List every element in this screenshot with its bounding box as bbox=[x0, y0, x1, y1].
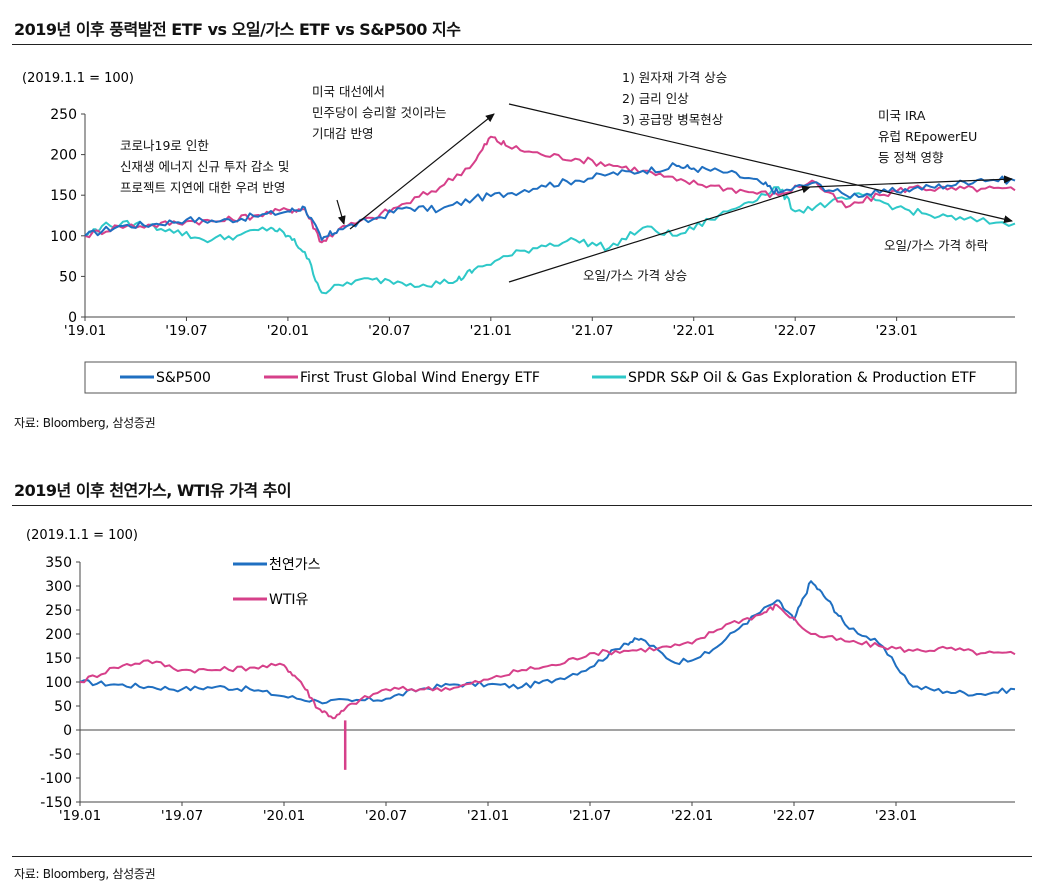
series-line-0 bbox=[84, 162, 1016, 241]
x-tick-label: '21.01 bbox=[467, 808, 509, 824]
x-tick-label: '20.01 bbox=[267, 323, 309, 339]
y-tick-label: 100 bbox=[50, 229, 77, 245]
y-tick-label: 250 bbox=[50, 107, 77, 123]
x-tick-label: '19.07 bbox=[165, 323, 207, 339]
chart1-annotation-policy-2: 유럽 REpowerEU bbox=[878, 129, 977, 144]
y-tick-label: 300 bbox=[45, 579, 72, 595]
chart2-bottom-rule bbox=[12, 856, 1032, 857]
chart2-series-group bbox=[79, 580, 1016, 770]
chart1-x-axis: '19.01 '19.07 '20.01 '20.07 '21.01 '21.07 '22.… bbox=[64, 316, 1015, 339]
chart1-arrow-covid bbox=[336, 199, 346, 225]
chart1-annotation-policy-3: 등 정책 영향 bbox=[878, 150, 944, 165]
x-tick-label: '19.01 bbox=[59, 808, 101, 824]
chart1-top-rule bbox=[12, 44, 1032, 45]
x-tick-label: '23.01 bbox=[875, 323, 917, 339]
x-tick-label: '22.01 bbox=[671, 808, 713, 824]
chart2-plot: (2019.1.1 = 100) -150 -100 -50 0 50 100 150 200… bbox=[26, 528, 1016, 824]
chart2-top-rule bbox=[12, 505, 1032, 506]
chart2-source: 자료: Bloomberg, 삼성증권 bbox=[14, 867, 156, 881]
chart2-title: 2019년 이후 천연가스, WTI유 가격 추이 bbox=[14, 481, 292, 500]
chart1-annotation-cost-1: 1) 원자재 가격 상승 bbox=[622, 70, 727, 85]
chart2-index-note: (2019.1.1 = 100) bbox=[26, 528, 138, 543]
x-tick-label: '22.07 bbox=[774, 323, 816, 339]
x-tick-label: '21.01 bbox=[470, 323, 512, 339]
y-tick-label: 100 bbox=[45, 675, 72, 691]
x-tick-label: '20.07 bbox=[368, 323, 410, 339]
y-tick-label: 350 bbox=[45, 555, 72, 571]
chart1-annotation-policy-1: 미국 IRA bbox=[878, 108, 926, 123]
y-tick-label: 0 bbox=[63, 723, 72, 739]
chart1-annotation-covid-3: 프로젝트 지연에 대한 우려 반영 bbox=[120, 180, 285, 195]
y-tick-label: -50 bbox=[49, 747, 72, 763]
y-tick-label: 150 bbox=[45, 651, 72, 667]
x-tick-label: '19.01 bbox=[64, 323, 106, 339]
chart1-legend: S&P500 First Trust Global Wind Energy ETF… bbox=[120, 370, 977, 386]
chart1-index-note: (2019.1.1 = 100) bbox=[22, 71, 134, 86]
x-tick-label: '23.01 bbox=[875, 808, 917, 824]
x-tick-label: '20.01 bbox=[263, 808, 305, 824]
series-line-0 bbox=[79, 580, 1016, 705]
chart1-annotation-cost-2: 2) 금리 인상 bbox=[622, 91, 689, 106]
chart1-annotation-oil-up: 오일/가스 가격 상승 bbox=[583, 268, 687, 283]
y-tick-label: 0 bbox=[68, 310, 77, 326]
chart1-annotation-cost-3: 3) 공급망 병목현상 bbox=[622, 112, 724, 127]
chart1-arrow-cost bbox=[508, 103, 1013, 224]
series-line-2 bbox=[84, 186, 1016, 295]
legend-label-0: 천연가스 bbox=[269, 557, 321, 573]
chart1-annotation-covid-2: 신재생 에너지 신규 투자 감소 및 bbox=[120, 159, 289, 174]
y-tick-label: 200 bbox=[50, 148, 77, 164]
x-tick-label: '19.07 bbox=[161, 808, 203, 824]
chart1-annotation-election-3: 기대감 반영 bbox=[312, 126, 373, 141]
chart1-legend-box bbox=[84, 361, 1017, 394]
y-tick-label: 200 bbox=[45, 627, 72, 643]
legend-label-0: S&P500 bbox=[156, 370, 211, 386]
chart1-annotation-oil-down: 오일/가스 가격 하락 bbox=[884, 238, 989, 253]
chart1-annotation-election-1: 미국 대선에서 bbox=[312, 84, 385, 99]
x-tick-label: '22.07 bbox=[773, 808, 815, 824]
chart1-series-group bbox=[84, 135, 1016, 295]
series-line-1 bbox=[79, 603, 1016, 720]
chart1-y-axis: 0 50 100 150 200 250 bbox=[50, 107, 86, 326]
y-tick-label: 50 bbox=[54, 699, 72, 715]
x-tick-label: '20.07 bbox=[365, 808, 407, 824]
x-tick-label: '21.07 bbox=[569, 808, 611, 824]
legend-label-1: WTI유 bbox=[269, 592, 309, 608]
chart1-source: 자료: Bloomberg, 삼성증권 bbox=[14, 416, 156, 430]
chart2-x-axis: '19.01 '19.07 '20.01 '20.07 '21.01 '21.07 '22.… bbox=[59, 801, 1015, 824]
legend-label-2: SPDR S&P Oil & Gas Exploration & Product… bbox=[628, 370, 977, 386]
chart2-legend: 천연가스 WTI유 bbox=[233, 557, 321, 608]
chart1-annotation-covid-1: 코로나19로 인한 bbox=[120, 138, 209, 153]
x-tick-label: '21.07 bbox=[571, 323, 613, 339]
y-tick-label: 250 bbox=[45, 603, 72, 619]
chart1-arrow-oil-up bbox=[508, 185, 811, 283]
chart1-arrow-policy bbox=[809, 175, 1013, 188]
chart1-title: 2019년 이후 풍력발전 ETF vs 오일/가스 ETF vs S&P500… bbox=[14, 20, 461, 39]
y-tick-label: 50 bbox=[59, 269, 77, 285]
chart2-y-axis: -150 -100 -50 0 50 100 150 200 250 300 350 bbox=[40, 555, 1015, 811]
x-tick-label: '22.01 bbox=[673, 323, 715, 339]
chart1-arrow-election bbox=[349, 113, 495, 230]
y-tick-label: -100 bbox=[40, 771, 72, 787]
y-tick-label: 150 bbox=[50, 188, 77, 204]
chart1-annotation-election-2: 민주당이 승리할 것이라는 bbox=[312, 105, 446, 120]
legend-label-1: First Trust Global Wind Energy ETF bbox=[300, 370, 540, 386]
y-tick-label: -150 bbox=[40, 795, 72, 811]
